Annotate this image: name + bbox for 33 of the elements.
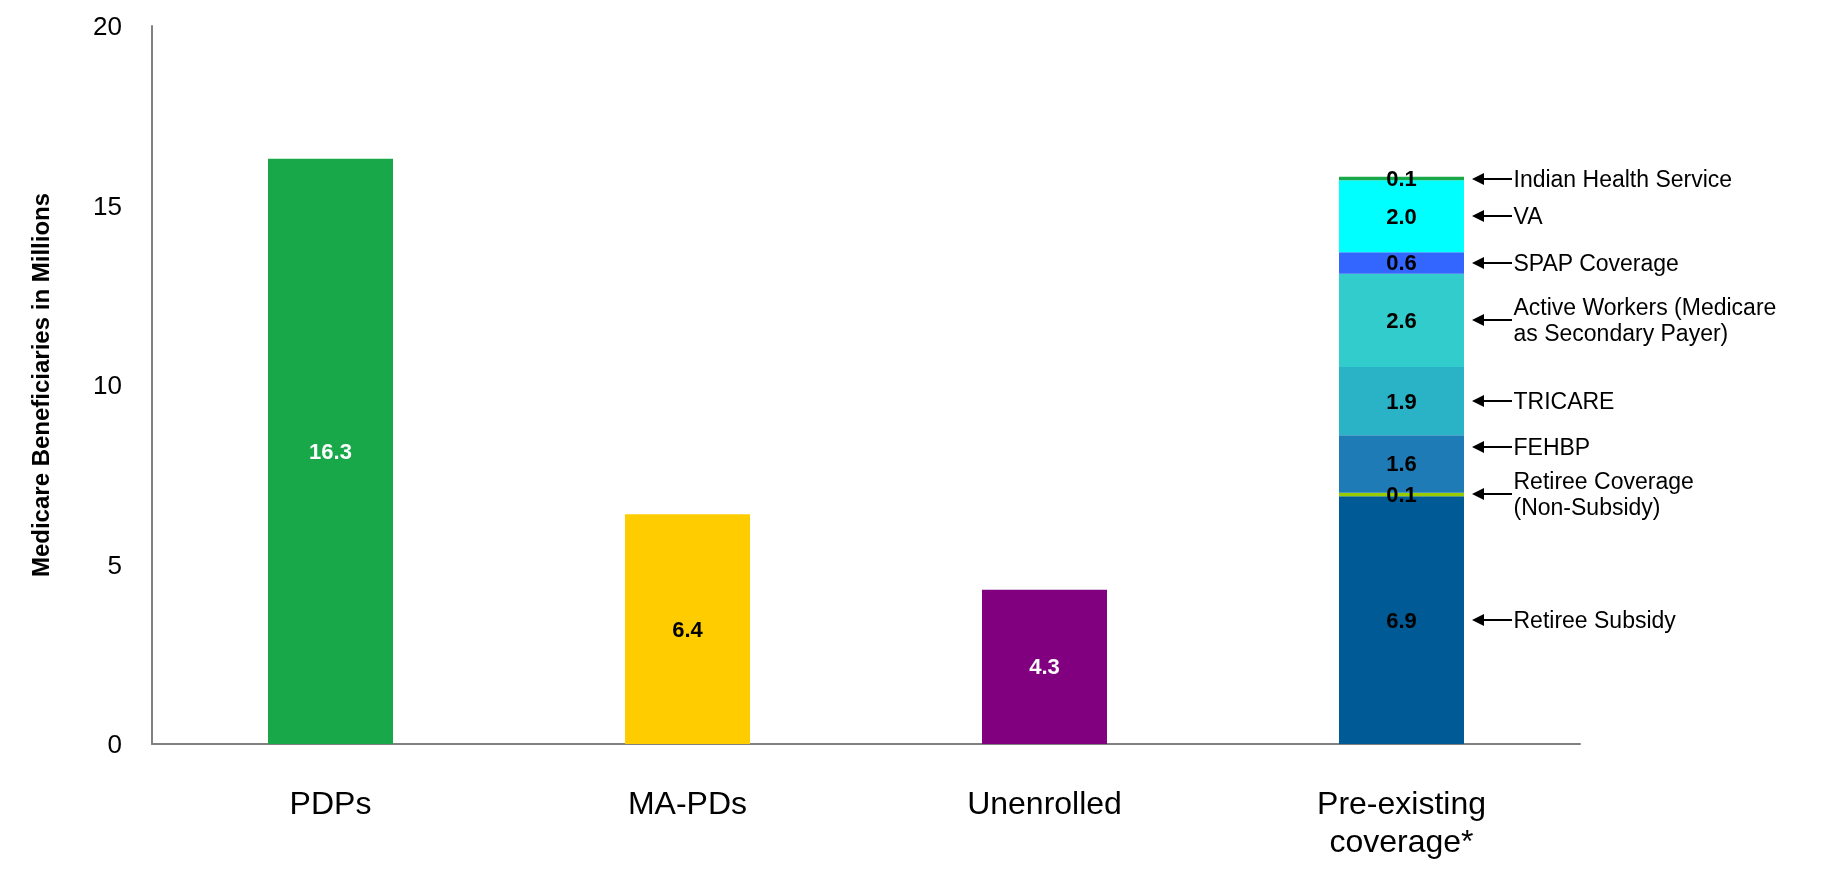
data-label: 0.1 [1386, 166, 1417, 192]
text: SPAP Coverage [1513, 249, 1679, 276]
data-label: 2.0 [1386, 203, 1417, 229]
y-tick-label: 0 [107, 729, 122, 759]
x-tick-label: Unenrolled [967, 785, 1122, 821]
text: Retiree Coverage (Non-Subsidy) [1513, 468, 1694, 521]
data-label: 16.3 [309, 438, 352, 464]
x-tick-label: Pre-existing coverage* [1317, 785, 1486, 859]
text: Indian Health Service [1513, 165, 1733, 192]
data-label: 6.4 [672, 616, 704, 642]
text: FEHBP [1513, 434, 1591, 461]
bar [1339, 273, 1464, 368]
x-tick-label: MA-PDs [627, 785, 748, 821]
bar [1339, 367, 1464, 436]
y-tick-label: 15 [93, 190, 122, 221]
data-label: 2.6 [1386, 307, 1417, 333]
text: TRICARE [1513, 388, 1615, 415]
x-tick-label: PDPs [289, 785, 372, 821]
y-axis-title: Medicare Beneficiaries in Millions [26, 192, 54, 578]
bar [1339, 252, 1464, 274]
data-label: 1.9 [1386, 388, 1417, 414]
data-label: 6.9 [1386, 607, 1417, 633]
data-label: 0.6 [1386, 250, 1417, 276]
text: VA [1513, 203, 1543, 230]
bar [625, 514, 750, 744]
y-tick-label: 10 [93, 370, 122, 400]
y-tick-label: 5 [107, 549, 122, 580]
text: Retiree Subsidy [1513, 607, 1676, 634]
text: Active Workers (Medicare as Secondary Payer) [1513, 294, 1777, 347]
y-tick-label: 20 [93, 11, 122, 41]
data-label: 1.6 [1386, 451, 1417, 477]
bar [982, 589, 1107, 744]
data-label: 4.3 [1029, 654, 1060, 680]
